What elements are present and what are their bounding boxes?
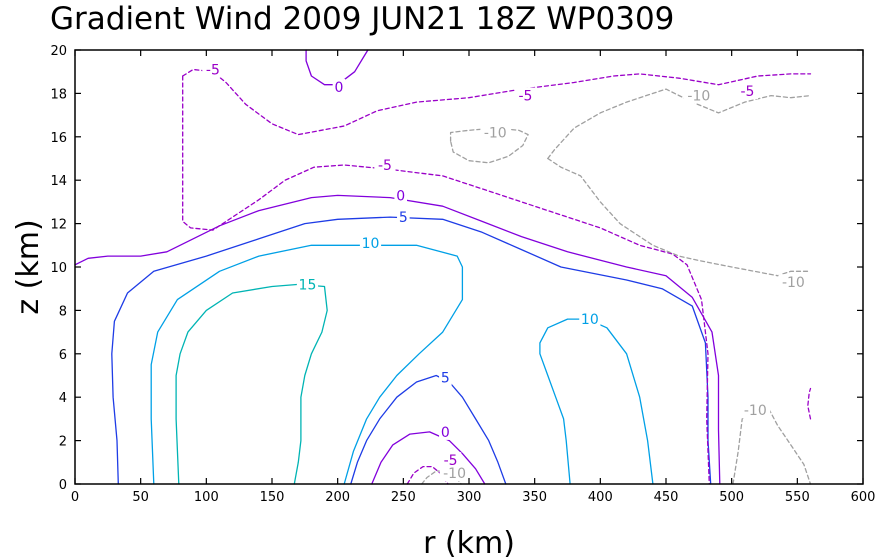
contour-label-8: -5 [378, 158, 392, 174]
x-tick-label: 0 [71, 490, 79, 505]
contour-label-bg [296, 276, 319, 293]
y-tick-label: 4 [59, 391, 67, 406]
y-tick-label: 16 [50, 131, 67, 146]
contour-label-bg [736, 83, 759, 100]
contour-label-bg [480, 124, 511, 141]
x-tick-label: 100 [194, 490, 219, 505]
contour-label-bg [740, 402, 771, 419]
contour-label-2: 10 [581, 312, 599, 328]
y-tick-label: 12 [50, 218, 67, 233]
contour-label-bg [778, 274, 809, 291]
contour-line--5-11 [807, 387, 812, 420]
contour-label-bg [359, 235, 382, 252]
contour-label-13: -10 [687, 89, 710, 105]
y-tick-label: 10 [50, 261, 67, 276]
contour-label-bg [683, 87, 714, 104]
contour-label-bg [514, 87, 537, 104]
contour-label-6: 0 [441, 425, 450, 441]
contour-label-bg [439, 369, 452, 386]
contour-label-11: -5 [740, 84, 754, 100]
y-tick-label: 20 [50, 44, 67, 59]
contour-line-10-1 [150, 244, 464, 485]
y-tick-label: 8 [59, 304, 67, 319]
contour-line-15-0 [175, 283, 328, 485]
contour-label-14: -10 [484, 125, 507, 141]
contour-line--10-16 [732, 407, 812, 485]
contour-line-10-2 [539, 318, 654, 485]
contour-line-0-6 [371, 431, 486, 485]
y-tick-label: 14 [50, 174, 67, 189]
contour-label-15: -10 [782, 275, 805, 291]
contour-label-bg [440, 452, 462, 469]
contour-label-7: 0 [335, 80, 344, 96]
contour-line--10-14 [449, 127, 529, 164]
y-axis-label: z (km) [11, 219, 46, 314]
contour-line-0-5 [74, 194, 721, 485]
x-tick-label: 400 [588, 490, 613, 505]
y-tick-label: 6 [59, 348, 67, 363]
contour-line--10-13 [547, 157, 812, 277]
contour-label-5: 0 [396, 188, 405, 204]
x-tick-label: 150 [260, 490, 285, 505]
x-tick-label: 250 [391, 490, 416, 505]
contour-line--10-12 [547, 88, 812, 160]
x-tick-label: 500 [719, 490, 744, 505]
contour-label-0: 15 [299, 277, 317, 293]
contour-label-17: -10 [443, 466, 466, 482]
x-tick-label: 300 [457, 490, 482, 505]
contour-label-bg [439, 465, 470, 482]
contour-label-bg [202, 61, 224, 78]
x-tick-label: 50 [132, 490, 149, 505]
x-tick-label: 450 [654, 490, 679, 505]
contour-label-10: -5 [518, 89, 532, 105]
contour-label-3: 5 [399, 210, 408, 226]
x-axis: 0 50 100 150 200 250 300 350 400 450 500 550 600 [71, 50, 876, 505]
contour-label-9: -5 [206, 63, 220, 79]
contour-line-5-4 [350, 374, 507, 485]
contour-label-12: -5 [444, 453, 458, 469]
contour-lines [74, 49, 812, 485]
y-tick-label: 0 [59, 478, 67, 493]
x-tick-label: 600 [851, 490, 876, 505]
contour-label-bg [397, 209, 410, 226]
contour-label-bg [394, 187, 408, 204]
contour-label-4: 5 [441, 371, 450, 387]
x-tick-label: 550 [785, 490, 810, 505]
contour-line--5-8 [182, 75, 710, 485]
x-tick-label: 350 [522, 490, 547, 505]
y-tick-label: 18 [50, 87, 67, 102]
y-tick-label: 2 [59, 435, 67, 450]
contour-line-0-7 [305, 49, 369, 86]
contour-label-1: 10 [362, 236, 380, 252]
contour-label-16: -10 [744, 403, 767, 419]
contour-label-bg [332, 78, 346, 95]
x-tick-label: 200 [325, 490, 350, 505]
x-axis-label: r (km) [423, 526, 515, 559]
contour-label-bg [374, 157, 396, 174]
contour-line-5-3 [111, 216, 712, 485]
contour-label-bg [579, 311, 601, 328]
contour-line--5-9 [182, 68, 812, 136]
chart-title: Gradient Wind 2009 JUN21 18Z WP0309 [50, 1, 674, 37]
contour-label-bg [439, 423, 452, 440]
y-axis: 0 2 4 6 8 10 12 14 16 18 20 [50, 44, 863, 493]
